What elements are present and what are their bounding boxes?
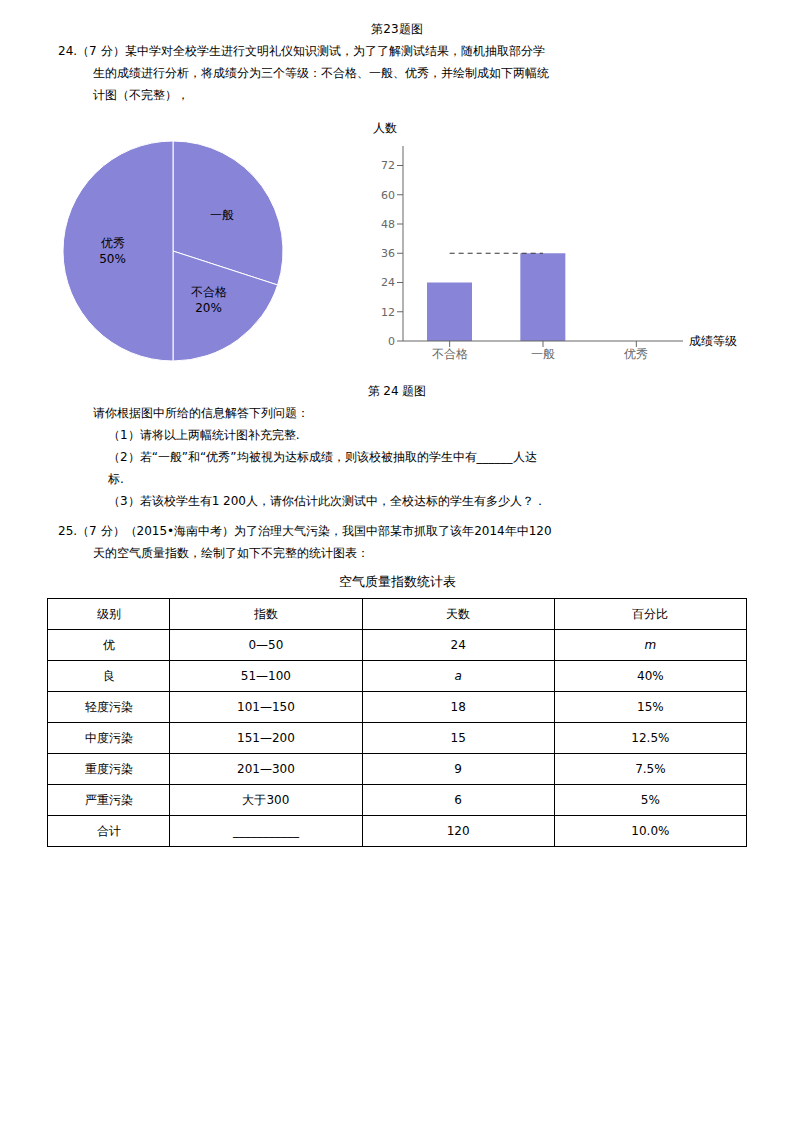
html-text:优: 优	[102, 637, 115, 652]
svg-text:不合格20%: 不合格20%	[191, 285, 227, 315]
html-text:级别: 级别	[96, 606, 121, 621]
html-text:第23题图: 第23题图	[371, 22, 423, 36]
html-text:18: 18	[450, 700, 466, 714]
svg-text:一般: 一般	[210, 208, 234, 222]
svg-text:36: 36	[381, 247, 395, 260]
svg-text:不合格: 不合格	[432, 347, 468, 361]
html-text:m: m	[644, 638, 657, 652]
html-text:成绩等级: 成绩等级	[689, 334, 737, 348]
html-text:良: 良	[102, 668, 115, 683]
html-text:9: 9	[454, 762, 462, 776]
html-text:天数: 天数	[446, 606, 471, 621]
html-text:严重污染: 严重污染	[84, 792, 133, 807]
html-text:第 24 题图: 第 24 题图	[367, 384, 427, 398]
html-text:24.（7 分）某中学对全校学生进行文明礼仪知识测试，为了了: 24.（7 分）某中学对全校学生进行文明礼仪知识测试，为了了解测试结果，随机抽取…	[58, 44, 545, 58]
html-text:请你根据图中所给的信息解答下列问题：: 请你根据图中所给的信息解答下列问题：	[93, 406, 309, 420]
html-text:101—150: 101—150	[237, 700, 295, 714]
svg-text:48: 48	[381, 218, 395, 231]
svg-text:72: 72	[381, 159, 395, 172]
svg-text:一般: 一般	[531, 347, 555, 361]
html-text:40%: 40%	[637, 669, 664, 683]
html-text:合计: 合计	[96, 823, 121, 838]
html-text:15%: 15%	[637, 700, 664, 714]
html-text:15: 15	[450, 731, 466, 745]
html-text:201—300: 201—300	[237, 762, 295, 776]
svg-text:0: 0	[388, 335, 395, 348]
html-text:人数: 人数	[373, 121, 397, 135]
html-text:计图（不完整），: 计图（不完整），	[93, 88, 189, 102]
svg-text:12: 12	[381, 306, 395, 319]
html-text:指数: 指数	[253, 606, 278, 621]
html-text:空气质量指数统计表: 空气质量指数统计表	[338, 574, 456, 589]
html-text:百分比: 百分比	[632, 606, 669, 621]
html-text:重度污染: 重度污染	[84, 761, 133, 776]
svg-text:60: 60	[381, 189, 395, 202]
html-text:10.0%: 10.0%	[631, 824, 670, 838]
svg-text:24: 24	[381, 276, 395, 289]
html-text:中度污染: 中度污染	[84, 730, 133, 745]
html-text:天的空气质量指数，绘制了如下不完整的统计图表：: 天的空气质量指数，绘制了如下不完整的统计图表：	[93, 546, 369, 560]
html-text:5%: 5%	[640, 793, 660, 807]
html-text:51—100: 51—100	[240, 669, 291, 683]
html-text:（2）若“一般”和“优秀”均被視为达标成绩，则该校被抽取的学: （2）若“一般”和“优秀”均被視为达标成绩，则该校被抽取的学生中有______人…	[108, 450, 537, 464]
html-text:120: 120	[446, 824, 470, 838]
html-text:大于300: 大于300	[242, 792, 290, 807]
html-text:轻度污染: 轻度污染	[84, 699, 133, 714]
html-text:生的成绩进行分析，将成绩分为三个等级：不合格、一般、优秀，并: 生的成绩进行分析，将成绩分为三个等级：不合格、一般、优秀，并绘制成如下两幅统	[93, 66, 549, 80]
svg-text:优秀: 优秀	[624, 347, 648, 361]
html-text:151—200: 151—200	[237, 731, 295, 745]
html-text:a: a	[454, 669, 462, 683]
html-text:12.5%: 12.5%	[631, 731, 670, 745]
html-text:6: 6	[454, 793, 462, 807]
html-text:24: 24	[450, 638, 466, 652]
html-text:（3）若该校学生有1 200人，请你估计此次测试中，全校达标: （3）若该校学生有1 200人，请你估计此次测试中，全校达标的学生有多少人？．	[108, 494, 546, 508]
html-text:7.5%: 7.5%	[635, 762, 666, 776]
html-text:标.: 标.	[108, 472, 124, 486]
html-text:25.（7 分）（2015•海南中考）为了治理大气污染，我国: 25.（7 分）（2015•海南中考）为了治理大气污染，我国中部某市抓取了该年2…	[58, 524, 552, 538]
html-text:（1）请将以上两幅统计图补充完整.: （1）请将以上两幅统计图补充完整.	[108, 428, 300, 442]
svg-text:优秀50%: 优秀50%	[99, 236, 126, 266]
html-text:0—50: 0—50	[248, 638, 284, 652]
